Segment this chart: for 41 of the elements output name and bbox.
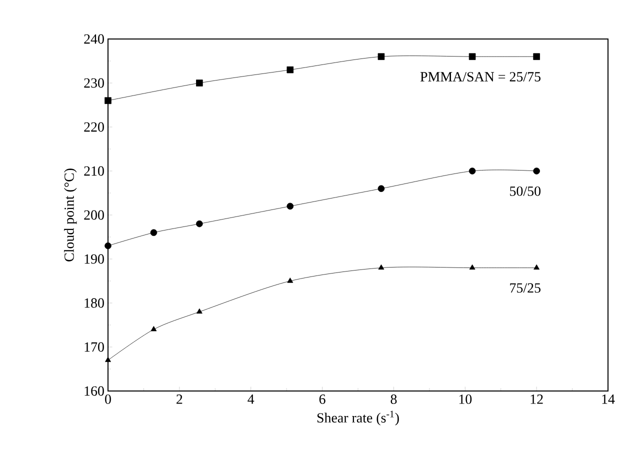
y-tick-label: 200 (84, 210, 104, 220)
point (286, 66, 294, 74)
point (150, 229, 158, 236)
point (469, 264, 476, 270)
point (196, 308, 202, 314)
y-tick-label: 230 (84, 78, 104, 88)
x-tick-label: 0 (105, 394, 111, 404)
point (104, 242, 112, 250)
x-tick-label: 10 (459, 394, 472, 404)
point (378, 264, 384, 270)
x-tick-label: 4 (248, 394, 254, 404)
x-tick-label: 6 (319, 394, 326, 404)
point (533, 53, 540, 60)
point (378, 53, 385, 60)
series-label: 75/25 (510, 283, 540, 293)
y-tick-label: 170 (84, 342, 104, 352)
point (150, 326, 157, 332)
y-tick-label: 210 (84, 166, 104, 176)
x-tick-label: 12 (530, 394, 543, 404)
point (286, 202, 294, 210)
x-tick-label: 14 (602, 394, 615, 404)
point (378, 185, 385, 192)
point (196, 220, 203, 228)
point (287, 278, 294, 283)
y-tick-label: 220 (84, 122, 104, 132)
y-tick-label: 190 (84, 254, 104, 264)
y-axis-title: Cloud point (°C) (64, 168, 77, 262)
x-tick-label: 2 (176, 394, 182, 404)
point (533, 168, 540, 174)
x-axis-title: Shear rate (s$^{-1}$) (317, 410, 399, 426)
y-tick-label: 240 (84, 34, 104, 44)
point (104, 97, 112, 104)
point (534, 264, 540, 270)
series-label: PMMA/SAN = 25/75 (420, 72, 540, 82)
y-tick-label: 180 (84, 298, 104, 308)
point (468, 168, 476, 174)
y-tick-label: 160 (84, 386, 104, 396)
x-tick-label: 8 (390, 394, 397, 404)
series-label: 50/50 (510, 186, 540, 196)
point (468, 53, 476, 60)
point (196, 80, 203, 86)
